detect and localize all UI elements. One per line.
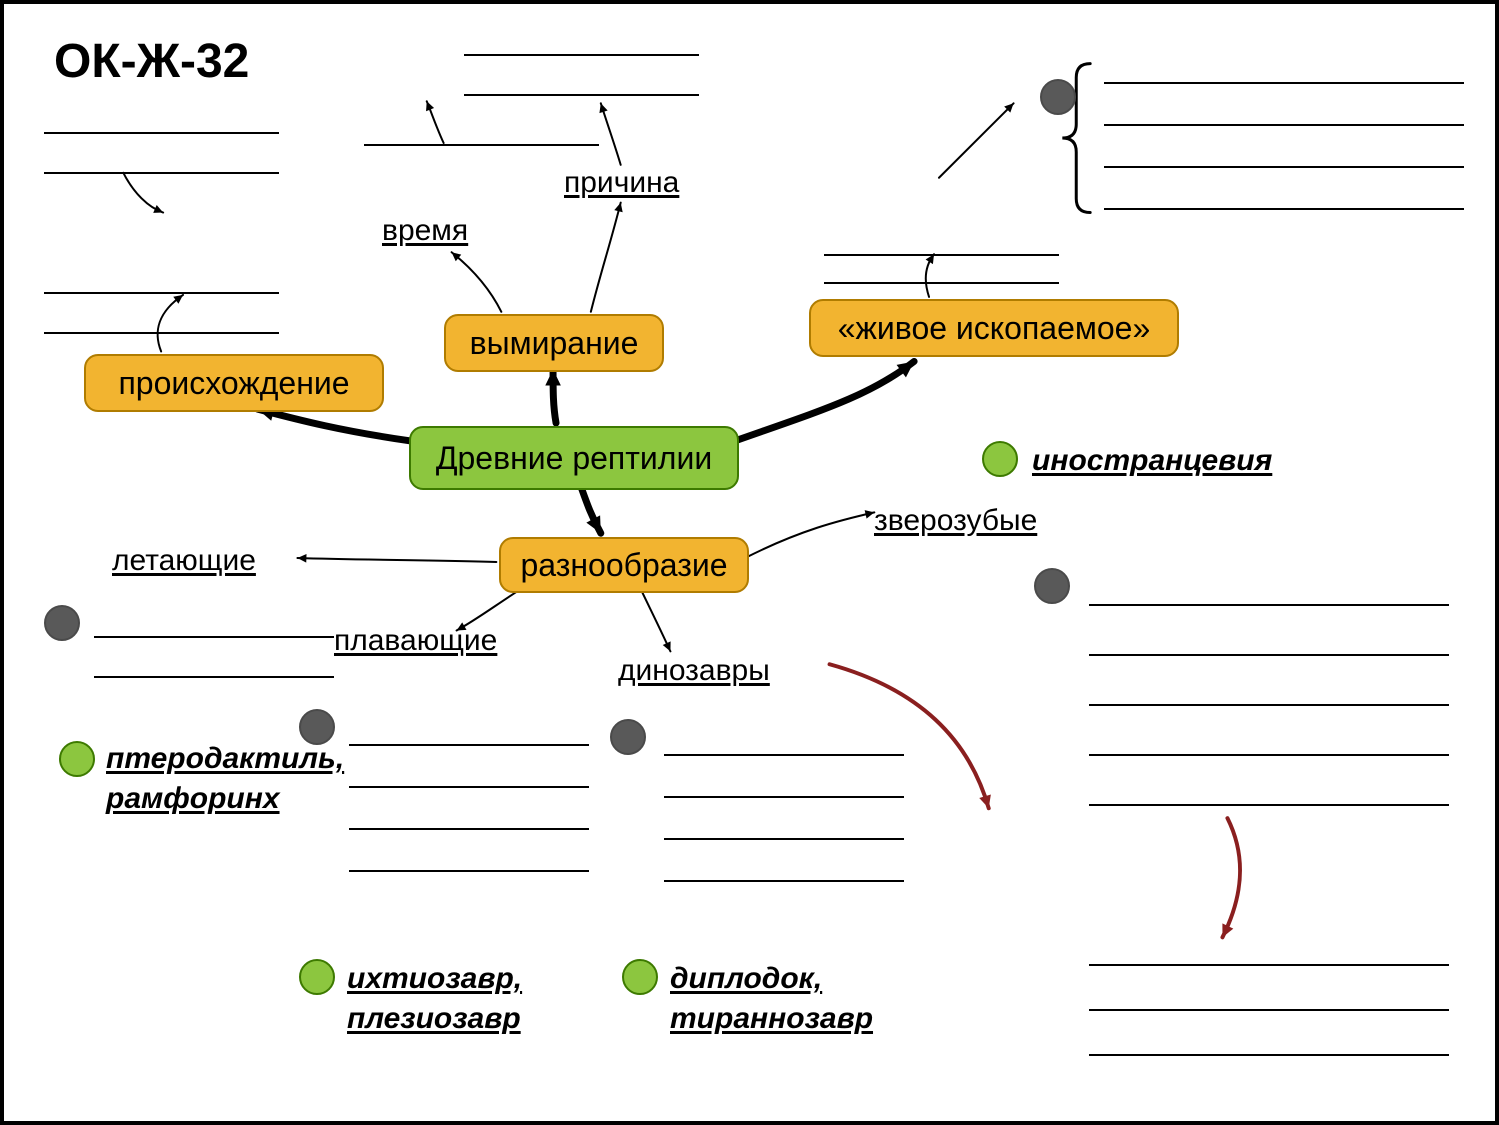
bullet-dot xyxy=(44,605,80,641)
blank-line xyxy=(1089,964,1449,966)
blank-line xyxy=(1089,754,1449,756)
blank-line xyxy=(1089,704,1449,706)
box-origin: происхождение xyxy=(84,354,384,412)
bullet-dot xyxy=(299,709,335,745)
label-plesio: плезиозавр xyxy=(347,1002,521,1036)
label-ichthyo: ихтиозавр, xyxy=(347,962,522,996)
blank-line xyxy=(1104,124,1464,126)
blank-line xyxy=(664,838,904,840)
label-pterodactyl: птеродактиль, xyxy=(106,742,344,776)
label-time: время xyxy=(382,214,468,248)
label-inostran: иностранцевия xyxy=(1032,444,1272,478)
diagram-canvas: ОК-Ж-32 Древние рептилии происхождение вым… xyxy=(0,0,1499,1125)
bullet-dot xyxy=(299,959,335,995)
blank-line xyxy=(44,132,279,134)
blank-line xyxy=(1104,208,1464,210)
label-dinosaurs: динозавры xyxy=(618,654,770,688)
blank-line xyxy=(44,292,279,294)
blank-line xyxy=(349,744,589,746)
blank-line xyxy=(94,636,334,638)
box-extinct: вымирание xyxy=(444,314,664,372)
box-diversity: разнообразие xyxy=(499,537,749,593)
blank-line xyxy=(1089,804,1449,806)
bullet-dot xyxy=(1034,568,1070,604)
blank-line xyxy=(824,282,1059,284)
blank-line xyxy=(44,332,279,334)
label-tyranno: тираннозавр xyxy=(670,1002,873,1036)
blank-line xyxy=(464,54,699,56)
blank-line xyxy=(464,94,699,96)
blank-line xyxy=(664,754,904,756)
label-ramphorinh: рамфоринх xyxy=(106,782,280,816)
blank-line xyxy=(349,786,589,788)
bullet-dot xyxy=(610,719,646,755)
bullet-dot xyxy=(982,441,1018,477)
page-title: ОК-Ж-32 xyxy=(54,34,249,89)
blank-line xyxy=(1089,1009,1449,1011)
blank-line xyxy=(1089,654,1449,656)
box-fossil: «живое ископаемое» xyxy=(809,299,1179,357)
blank-line xyxy=(1104,166,1464,168)
blank-line xyxy=(94,676,334,678)
blank-line xyxy=(664,880,904,882)
label-cause: причина xyxy=(564,166,679,200)
box-center: Древние рептилии xyxy=(409,426,739,490)
blank-line xyxy=(1104,82,1464,84)
bullet-dot xyxy=(59,741,95,777)
blank-line xyxy=(1089,1054,1449,1056)
label-flying: летающие xyxy=(112,544,256,578)
blank-line xyxy=(44,172,279,174)
bullet-dot xyxy=(622,959,658,995)
bullet-dot xyxy=(1040,79,1076,115)
blank-line xyxy=(824,254,1059,256)
blank-line xyxy=(349,870,589,872)
blank-line xyxy=(664,796,904,798)
label-therapsids: зверозубые xyxy=(874,504,1037,538)
label-diplodocus: диплодок, xyxy=(670,962,822,996)
blank-line xyxy=(1089,604,1449,606)
blank-line xyxy=(349,828,589,830)
label-swimming: плавающие xyxy=(334,624,497,658)
blank-line xyxy=(364,144,599,146)
